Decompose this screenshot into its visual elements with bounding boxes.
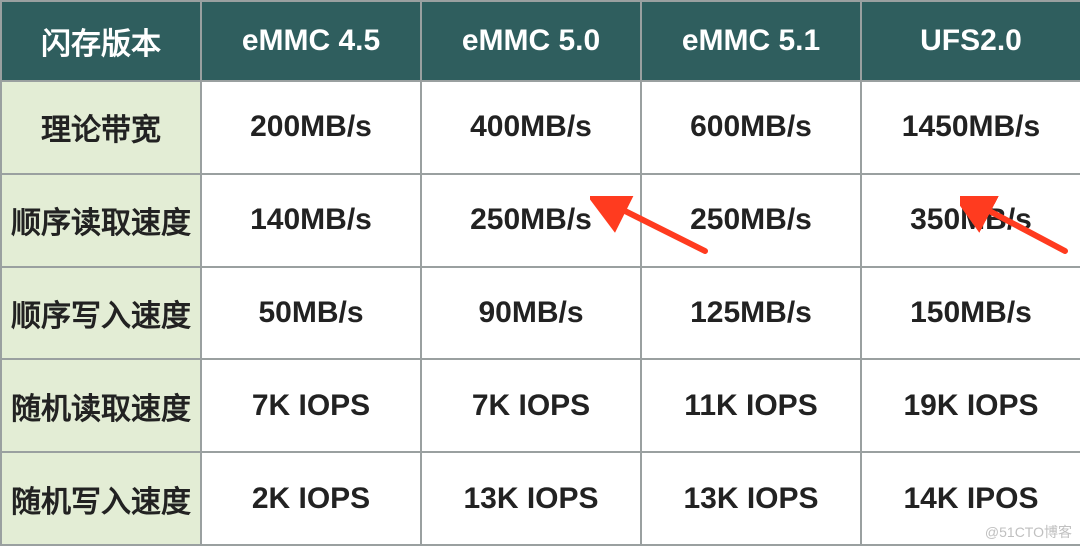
table-header-row: 闪存版本 eMMC 4.5 eMMC 5.0 eMMC 5.1 UFS2.0	[1, 1, 1080, 81]
row-label-bandwidth: 理论带宽	[1, 81, 201, 174]
table-cell: 13K IOPS	[421, 452, 641, 545]
table-cell: 200MB/s	[201, 81, 421, 174]
table-cell: 600MB/s	[641, 81, 861, 174]
table-row: 随机写入速度 2K IOPS 13K IOPS 13K IOPS 14K IPO…	[1, 452, 1080, 545]
table-cell: 19K IOPS	[861, 359, 1080, 452]
table-cell: 90MB/s	[421, 267, 641, 360]
table-cell: 250MB/s	[421, 174, 641, 267]
col-header-ufs20: UFS2.0	[861, 1, 1080, 81]
table-cell: 2K IOPS	[201, 452, 421, 545]
table-row: 理论带宽 200MB/s 400MB/s 600MB/s 1450MB/s	[1, 81, 1080, 174]
table-cell: 250MB/s	[641, 174, 861, 267]
table-cell: 7K IOPS	[201, 359, 421, 452]
row-label-seqwrite: 顺序写入速度	[1, 267, 201, 360]
table-cell: 350MB/s	[861, 174, 1080, 267]
table-row: 随机读取速度 7K IOPS 7K IOPS 11K IOPS 19K IOPS	[1, 359, 1080, 452]
row-label-seqread: 顺序读取速度	[1, 174, 201, 267]
table-cell: 1450MB/s	[861, 81, 1080, 174]
table-cell: 7K IOPS	[421, 359, 641, 452]
col-header-version: 闪存版本	[1, 1, 201, 81]
col-header-emmc50: eMMC 5.0	[421, 1, 641, 81]
table-row: 顺序读取速度 140MB/s 250MB/s 250MB/s 350MB/s	[1, 174, 1080, 267]
watermark-text: @51CTO博客	[985, 522, 1072, 542]
table-cell: 50MB/s	[201, 267, 421, 360]
row-label-randwrite: 随机写入速度	[1, 452, 201, 545]
row-label-randread: 随机读取速度	[1, 359, 201, 452]
col-header-emmc51: eMMC 5.1	[641, 1, 861, 81]
table-cell: 400MB/s	[421, 81, 641, 174]
table-cell: 11K IOPS	[641, 359, 861, 452]
table-cell: 125MB/s	[641, 267, 861, 360]
table-cell: 150MB/s	[861, 267, 1080, 360]
table-container: 闪存版本 eMMC 4.5 eMMC 5.0 eMMC 5.1 UFS2.0 理…	[0, 0, 1080, 546]
table-cell: 140MB/s	[201, 174, 421, 267]
col-header-emmc45: eMMC 4.5	[201, 1, 421, 81]
table-row: 顺序写入速度 50MB/s 90MB/s 125MB/s 150MB/s	[1, 267, 1080, 360]
table-cell: 13K IOPS	[641, 452, 861, 545]
comparison-table: 闪存版本 eMMC 4.5 eMMC 5.0 eMMC 5.1 UFS2.0 理…	[0, 0, 1080, 546]
